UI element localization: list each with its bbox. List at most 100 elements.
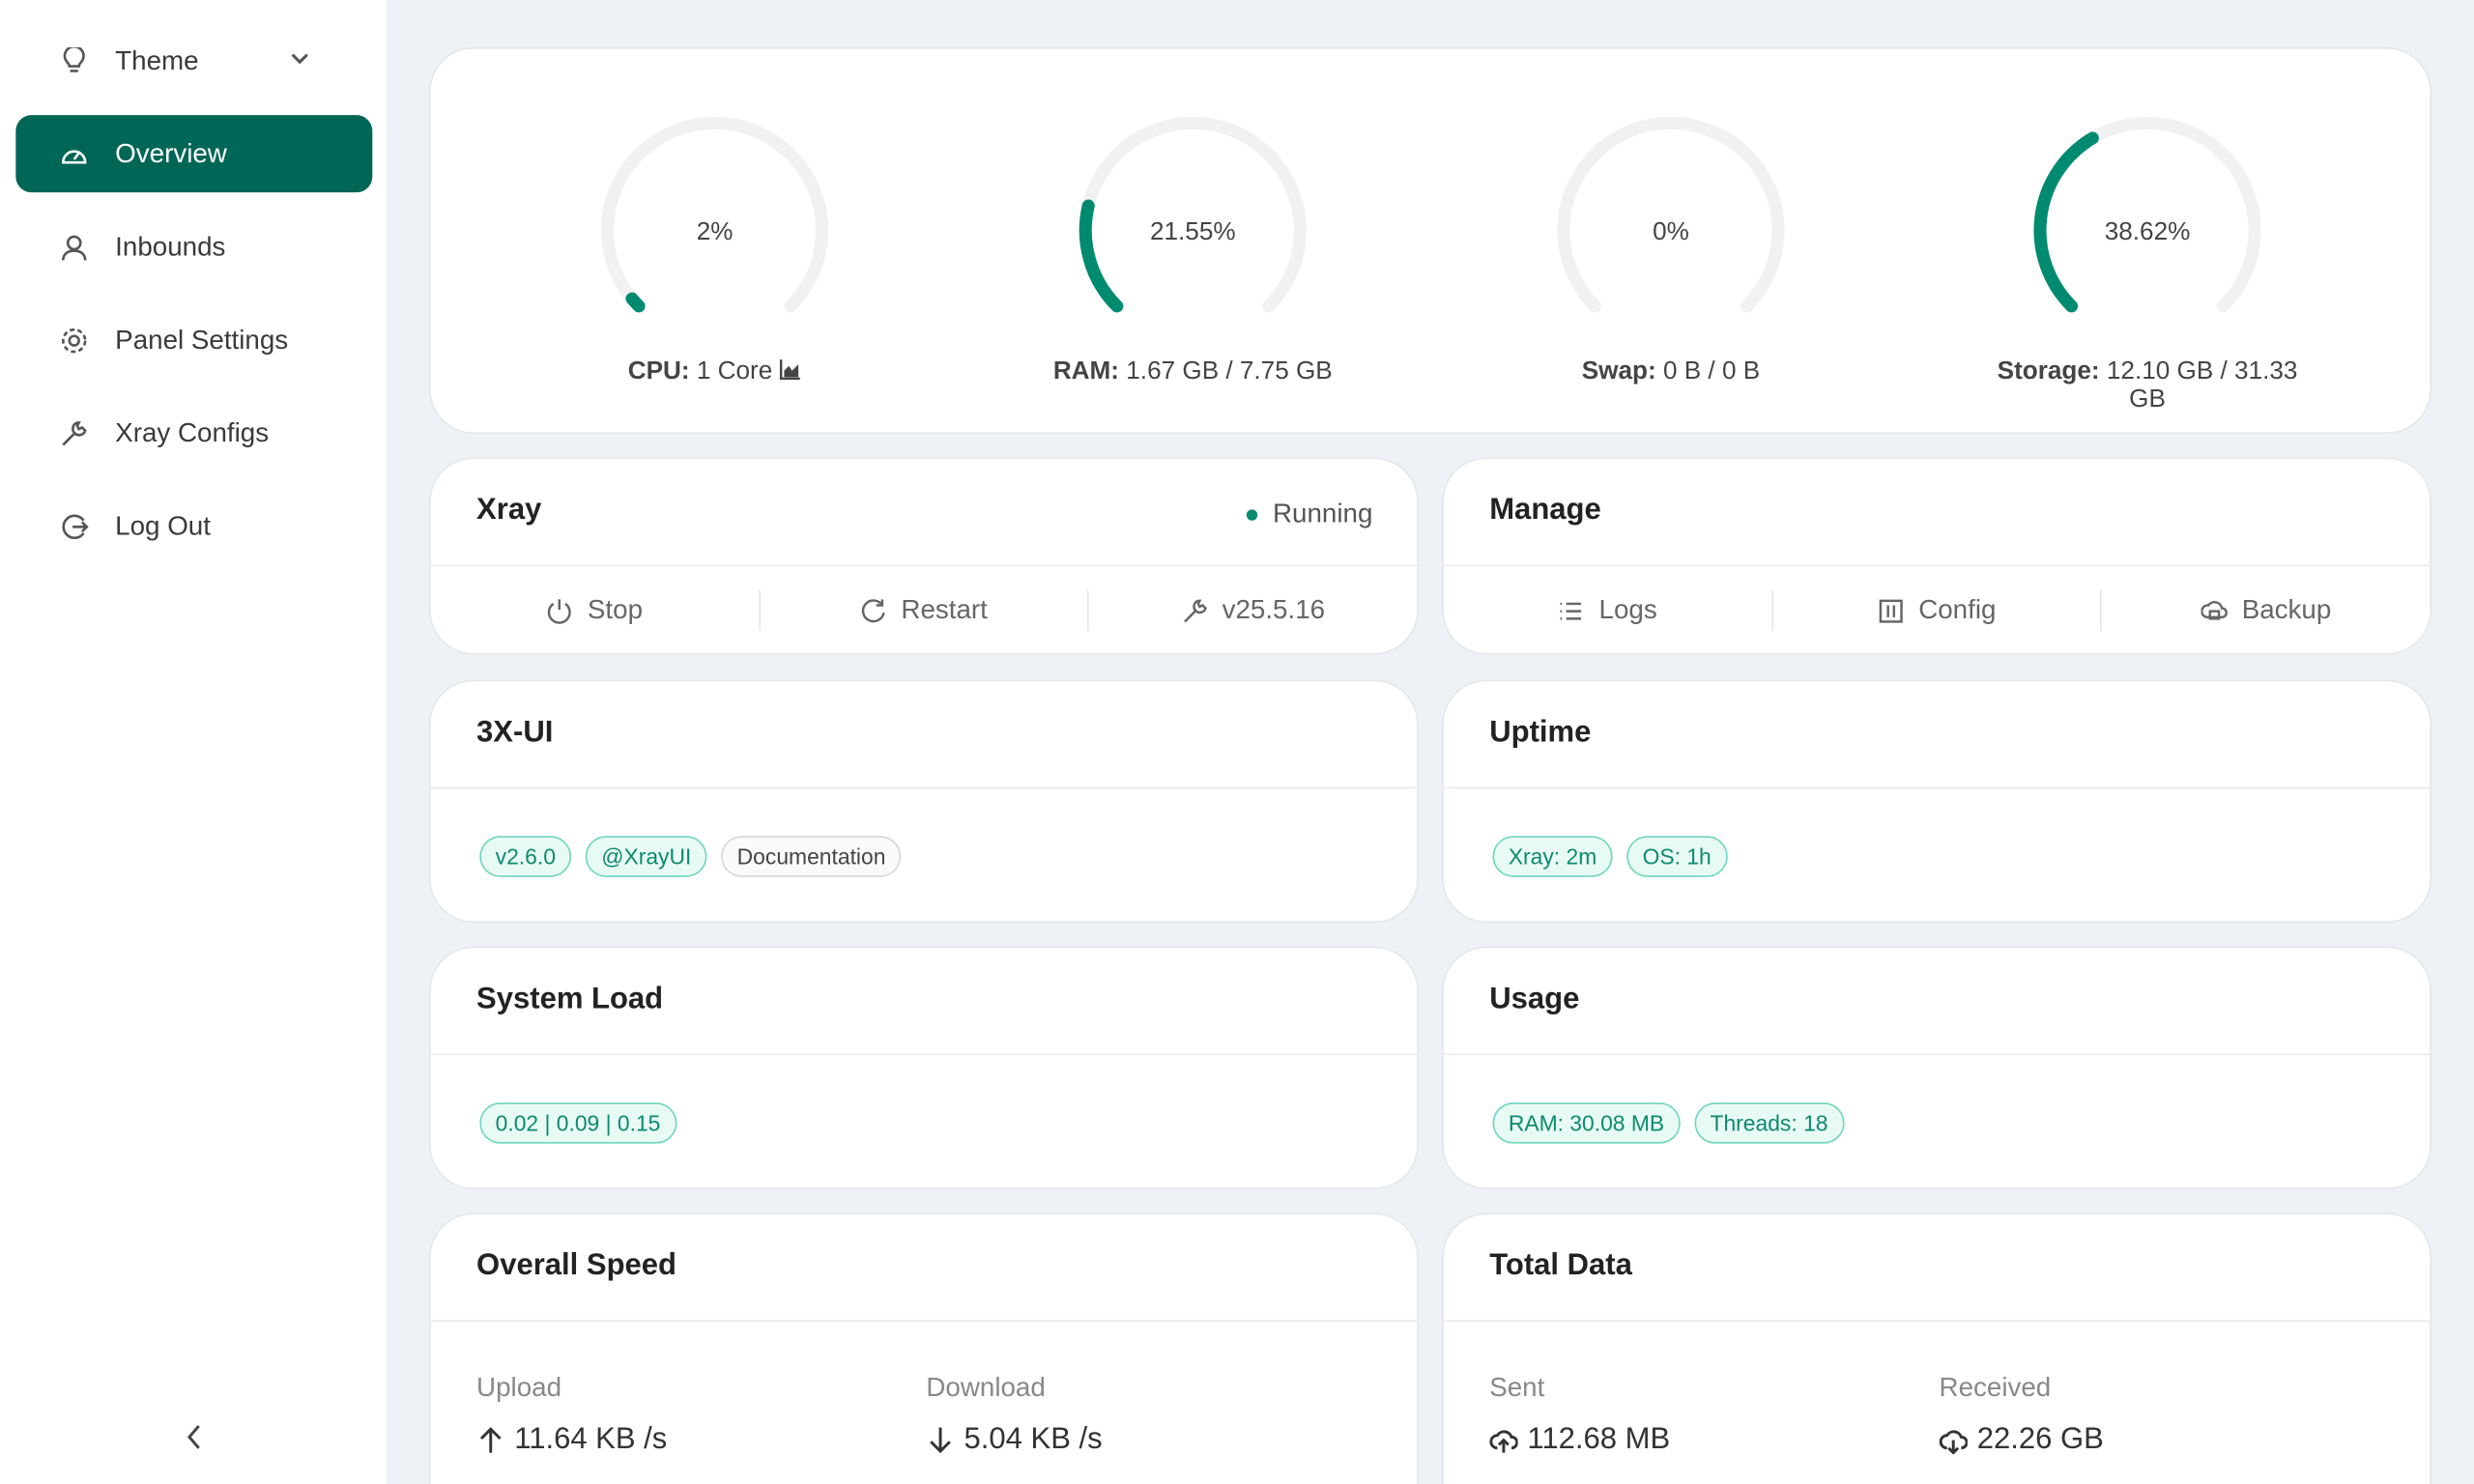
received-value: 22.26 GB — [1976, 1422, 2104, 1456]
gauge-label: Swap: — [1581, 357, 1656, 385]
ram-label: RAM: 1.67 GB / 7.75 GB — [1035, 358, 1351, 386]
card-title: System Load — [476, 983, 664, 1016]
status-dot — [1246, 508, 1257, 520]
gauge-percent: 0% — [1653, 216, 1689, 245]
overall-speed-card: Overall Speed Upload 11.64 KB /s Downloa… — [429, 1213, 1419, 1484]
config-button[interactable]: Config — [1773, 589, 2103, 632]
xray-status: Running — [1246, 499, 1372, 530]
cloud-server-icon — [2201, 600, 2228, 619]
os-uptime-tag: OS: 1h — [1626, 836, 1728, 877]
backup-button[interactable]: Backup — [2102, 590, 2430, 631]
gauge-label: Storage: — [1997, 357, 2100, 385]
stop-button[interactable]: Stop — [431, 589, 761, 632]
xray-uptime-tag: Xray: 2m — [1492, 836, 1613, 877]
label: Logs — [1598, 594, 1657, 625]
download-label: Download — [926, 1372, 1046, 1403]
logout-icon — [62, 513, 89, 539]
sent-value: 112.68 MB — [1527, 1422, 1671, 1456]
gauge-fill — [2033, 131, 2099, 313]
swap-gauge: 0% Swap: 0 B / 0 B — [1513, 112, 1829, 386]
status-text: Running — [1273, 498, 1373, 528]
app-card: 3X-UI v2.6.0 @XrayUI Documentation — [429, 679, 1419, 924]
collapse-sidebar-icon[interactable] — [180, 1419, 208, 1454]
cloud-download-icon — [1939, 1430, 1968, 1455]
sent-label: Sent — [1489, 1372, 1545, 1403]
cloud-upload-icon — [1489, 1430, 1518, 1453]
gauge-track — [1079, 116, 1307, 313]
theme-menu[interactable]: Theme — [15, 22, 372, 100]
total-data-card: Total Data Sent 112.68 MB Received 22.26… — [1442, 1213, 2431, 1484]
logs-button[interactable]: Logs — [1444, 589, 1773, 632]
card-title: Xray — [476, 494, 542, 528]
storage-label: Storage: 12.10 GB / 31.33 GB — [1990, 358, 2306, 415]
label: Config — [1918, 594, 1997, 625]
gauge-label: RAM: — [1052, 357, 1120, 385]
threads-tag: Threads: 18 — [1694, 1102, 1844, 1144]
theme-label: Theme — [115, 44, 199, 75]
list-icon — [1561, 601, 1582, 619]
arrow-up-icon — [479, 1427, 502, 1453]
cpu-label: CPU: 1 Core — [557, 358, 873, 386]
gauge-track — [601, 116, 829, 313]
ram-gauge: 21.55% RAM: 1.67 GB / 7.75 GB — [1035, 112, 1351, 386]
upload-label: Upload — [476, 1372, 562, 1403]
sidebar-item-overview[interactable]: Overview — [15, 115, 373, 193]
area-chart-icon[interactable] — [779, 358, 802, 381]
system-status-card: 2% CPU: 1 Core 21.55% RAM: 1.67 GB / 7.75 … — [429, 46, 2431, 434]
gauge-value: 1.67 GB / 7.75 GB — [1126, 357, 1333, 385]
gauge-fill — [625, 292, 646, 313]
card-title: 3X-UI — [476, 716, 554, 750]
sidebar-item-xray-configs[interactable]: Xray Configs — [15, 394, 372, 471]
download-value: 5.04 KB /s — [964, 1422, 1103, 1456]
ram-tag: RAM: 30.08 MB — [1492, 1102, 1681, 1144]
storage-gauge: 38.62% Storage: 12.10 GB / 31.33 GB — [1990, 112, 2306, 414]
gauge-label: CPU: — [627, 357, 690, 385]
usage-card: Usage RAM: 30.08 MB Threads: 18 — [1442, 946, 2431, 1190]
gauge-value: 1 Core — [696, 357, 773, 385]
control-icon — [1879, 598, 1903, 622]
label: Backup — [2241, 594, 2332, 625]
gauge-value: 0 B / 0 B — [1662, 357, 1761, 385]
power-icon — [548, 598, 572, 624]
card-title: Overall Speed — [476, 1249, 676, 1283]
sidebar-item-inbounds[interactable]: Inbounds — [15, 209, 372, 286]
uptime-card: Uptime Xray: 2m OS: 1h — [1442, 679, 2431, 924]
gauge-value: 12.10 GB / 31.33 GB — [2106, 357, 2298, 414]
documentation-tag[interactable]: Documentation — [721, 836, 902, 877]
card-title: Uptime — [1489, 716, 1592, 750]
card-title: Manage — [1489, 494, 1601, 528]
chevron-down-icon — [291, 53, 308, 65]
gauge-percent: 38.62% — [2105, 216, 2191, 245]
sidebar-item-log-out[interactable]: Log Out — [15, 487, 372, 564]
sidebar-item-label: Xray Configs — [115, 416, 270, 447]
gauge-percent: 2% — [697, 216, 734, 245]
version-button[interactable]: v25.5.16 — [1089, 590, 1417, 631]
cpu-gauge: 2% CPU: 1 Core — [557, 112, 873, 386]
manage-card: Manage Logs Config Backup — [1442, 457, 2431, 655]
user-icon — [61, 234, 87, 260]
card-title: Usage — [1489, 983, 1580, 1016]
card-title: Total Data — [1489, 1249, 1632, 1283]
sidebar-item-label: Overview — [115, 137, 227, 168]
telegram-tag[interactable]: @XrayUI — [585, 836, 707, 877]
gauge-percent: 21.55% — [1150, 216, 1236, 245]
sidebar-item-label: Inbounds — [115, 231, 226, 262]
xray-card: Xray Running Stop Restart v25.5.16 — [429, 457, 1419, 655]
wrench-icon — [62, 420, 87, 445]
load-tag: 0.02 | 0.09 | 0.15 — [479, 1102, 676, 1144]
label: v25.5.16 — [1222, 594, 1326, 625]
bulb-icon — [63, 46, 85, 71]
upload-value: 11.64 KB /s — [514, 1422, 668, 1456]
version-tag[interactable]: v2.6.0 — [479, 836, 572, 877]
label: Restart — [901, 594, 988, 625]
gauge-fill — [1079, 199, 1124, 313]
sidebar-item-panel-settings[interactable]: Panel Settings — [15, 301, 372, 379]
arrow-down-icon — [930, 1427, 951, 1454]
system-load-card: System Load 0.02 | 0.09 | 0.15 — [429, 946, 1419, 1190]
received-label: Received — [1939, 1372, 2052, 1403]
restart-button[interactable]: Restart — [760, 589, 1090, 632]
sidebar-item-label: Panel Settings — [115, 324, 289, 355]
sidebar-item-label: Log Out — [115, 510, 211, 541]
sidebar: Theme Overview Inbounds Panel Settings X… — [0, 0, 387, 1484]
reload-icon — [862, 598, 885, 622]
